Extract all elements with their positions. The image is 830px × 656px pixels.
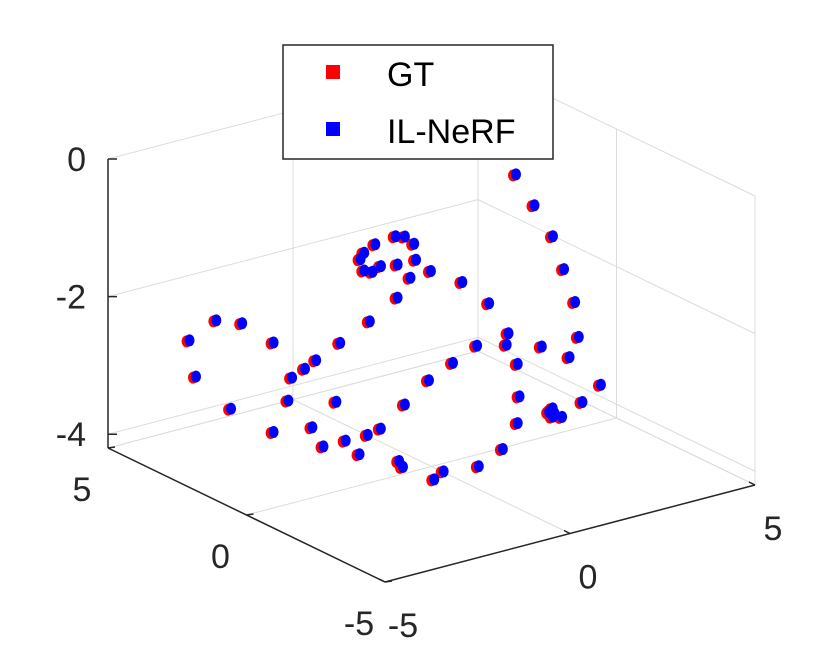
x-tick-mark xyxy=(378,578,386,583)
back-wall-grid-z xyxy=(107,336,479,435)
z-tick-label: 0 xyxy=(67,141,86,179)
point-il-nerf xyxy=(367,265,378,278)
point-il-nerf xyxy=(547,230,558,243)
point-il-nerf xyxy=(362,428,373,441)
point-il-nerf xyxy=(559,263,570,276)
legend-box xyxy=(282,44,554,160)
point-il-nerf xyxy=(287,371,298,384)
point-il-nerf xyxy=(429,473,440,486)
point-il-nerf xyxy=(497,442,508,455)
point-il-nerf xyxy=(311,354,322,367)
legend-label-gt: GT xyxy=(387,56,434,94)
point-il-nerf xyxy=(307,421,318,434)
z-tick-label: -4 xyxy=(56,416,86,454)
point-il-nerf xyxy=(484,297,495,310)
point-il-nerf xyxy=(191,370,201,383)
point-il-nerf xyxy=(405,271,416,284)
point-il-nerf xyxy=(335,336,346,349)
x-tick-mark xyxy=(563,529,571,535)
point-il-nerf xyxy=(536,340,547,353)
point-il-nerf xyxy=(438,465,449,478)
point-il-nerf xyxy=(268,336,279,349)
side-wall-grid-z xyxy=(477,350,756,486)
point-il-nerf xyxy=(399,398,410,411)
point-il-nerf xyxy=(557,410,568,423)
point-il-nerf xyxy=(577,395,588,408)
point-il-nerf xyxy=(503,327,514,340)
point-il-nerf xyxy=(375,422,386,435)
point-il-nerf xyxy=(511,168,522,181)
point-il-nerf xyxy=(473,460,484,473)
point-il-nerf xyxy=(392,291,403,304)
y-tick-label: 0 xyxy=(211,538,230,576)
point-il-nerf xyxy=(359,264,370,277)
point-il-nerf xyxy=(392,258,403,271)
point-il-nerf xyxy=(570,296,581,309)
point-il-nerf xyxy=(564,351,575,364)
point-il-nerf xyxy=(423,374,434,387)
side-wall-grid-z xyxy=(477,199,756,335)
point-il-nerf xyxy=(399,230,410,243)
point-il-nerf xyxy=(226,402,237,415)
point-il-nerf xyxy=(573,330,584,343)
floor-grid-y xyxy=(246,417,617,516)
z-tick-label: -2 xyxy=(56,279,86,317)
tick-labels: -5 0 5 -5 0 5 0 -2 -4 xyxy=(56,141,783,645)
point-il-nerf xyxy=(448,356,459,369)
legend-marker-il-nerf xyxy=(326,122,340,136)
point-il-nerf xyxy=(501,338,512,351)
point-il-nerf xyxy=(340,434,351,447)
point-il-nerf xyxy=(268,425,279,438)
point-il-nerf xyxy=(411,253,422,266)
side-wall-grid-z xyxy=(477,336,756,472)
point-il-nerf xyxy=(512,357,523,370)
x-tick-mark xyxy=(748,481,756,486)
point-il-nerf xyxy=(237,317,248,330)
y-tick-label: 5 xyxy=(73,471,92,509)
legend-marker-gt xyxy=(326,65,340,79)
point-il-nerf xyxy=(331,395,342,408)
point-il-nerf xyxy=(184,334,195,347)
y-tick-mark xyxy=(107,446,116,449)
point-il-nerf xyxy=(370,238,381,251)
point-il-nerf xyxy=(529,199,540,212)
point-il-nerf xyxy=(390,230,401,243)
y-tick-label: -5 xyxy=(344,605,374,643)
legend-label-il-nerf: IL-NeRF xyxy=(387,113,515,151)
point-il-nerf xyxy=(595,378,606,391)
point-il-nerf xyxy=(514,390,525,403)
point-il-nerf xyxy=(376,260,386,273)
x-tick-label: 5 xyxy=(764,510,783,548)
point-il-nerf xyxy=(409,237,420,250)
x-tick-label: -5 xyxy=(388,607,418,645)
point-il-nerf xyxy=(398,460,408,473)
point-il-nerf xyxy=(364,315,375,328)
point-il-nerf xyxy=(354,448,365,461)
axes xyxy=(107,158,756,583)
y-tick-mark xyxy=(384,580,393,583)
point-il-nerf xyxy=(547,410,558,423)
legend: GT IL-NeRF xyxy=(282,44,554,160)
point-il-nerf xyxy=(512,417,523,430)
point-il-nerf xyxy=(472,339,483,352)
point-il-nerf xyxy=(457,276,468,289)
y-tick-mark xyxy=(246,513,254,516)
point-il-nerf xyxy=(300,362,310,375)
point-il-nerf xyxy=(318,440,329,453)
point-il-nerf xyxy=(359,246,370,259)
point-il-nerf xyxy=(283,394,294,407)
point-il-nerf xyxy=(425,264,436,277)
data-points xyxy=(181,85,606,487)
point-il-nerf xyxy=(211,314,222,327)
back-wall-grid-z xyxy=(107,199,479,298)
x-tick-label: 0 xyxy=(579,559,598,597)
